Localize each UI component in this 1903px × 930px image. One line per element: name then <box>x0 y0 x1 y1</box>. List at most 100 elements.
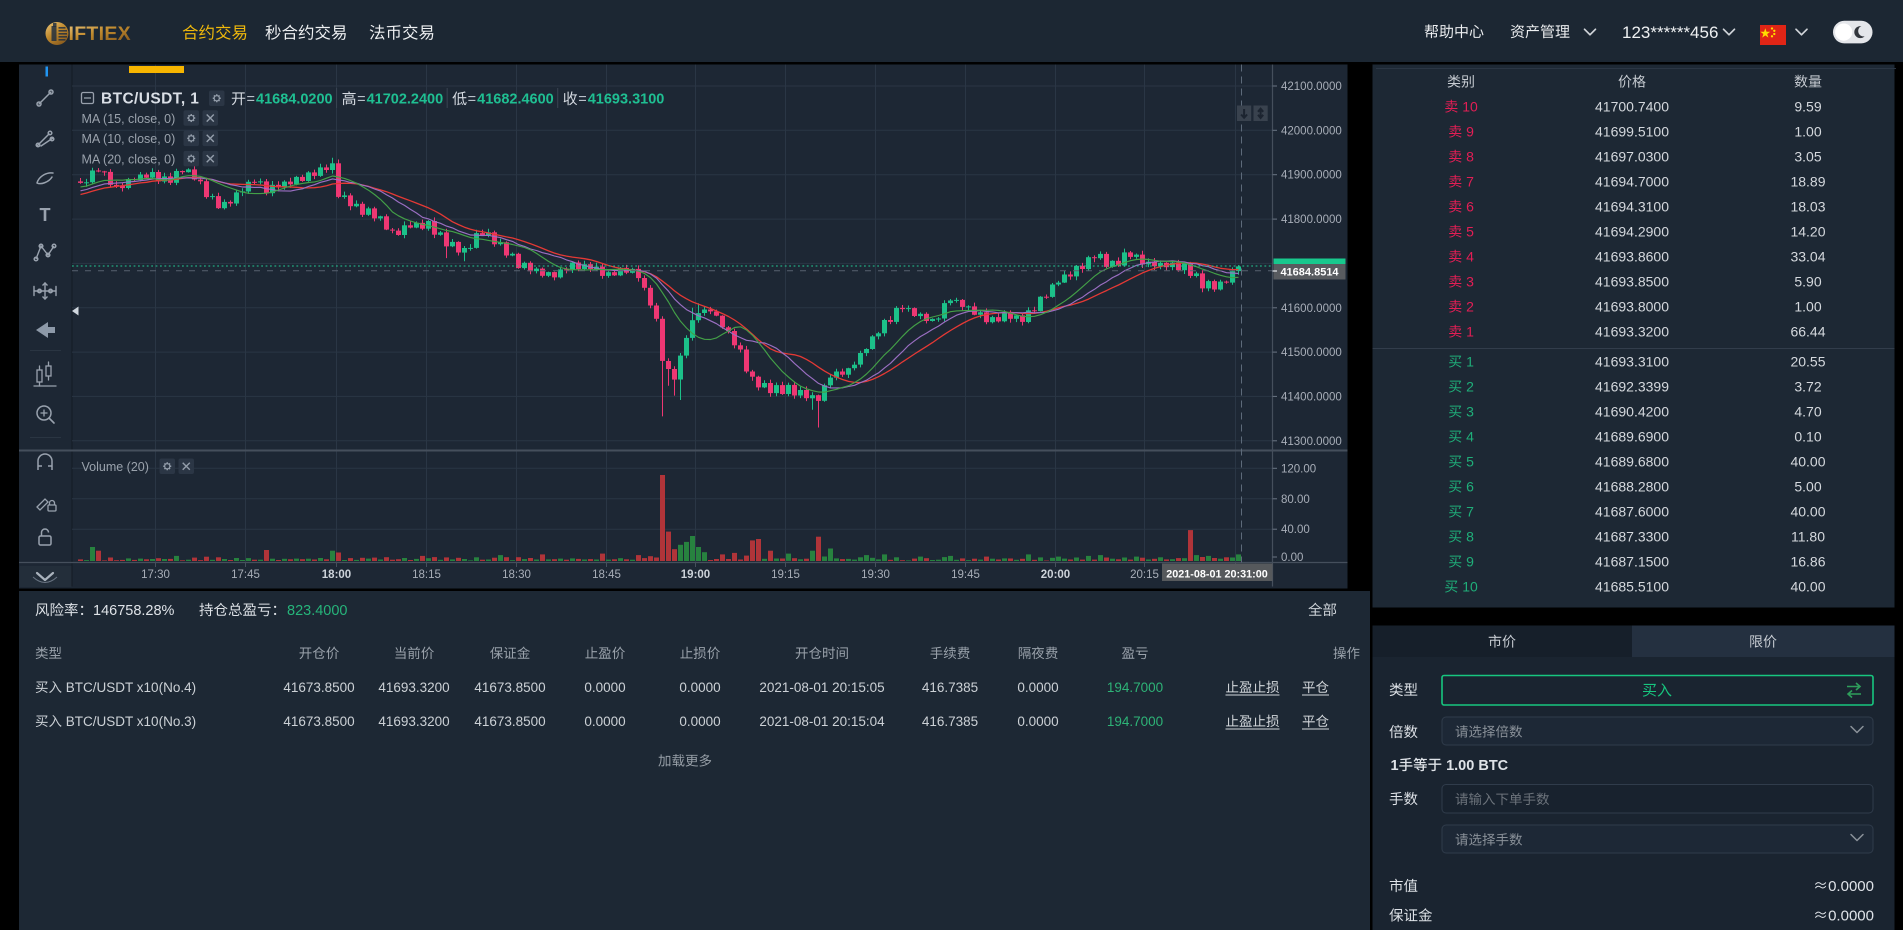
svg-text:80.00: 80.00 <box>1281 494 1310 506</box>
svg-text:3.05: 3.05 <box>1794 149 1821 165</box>
svg-text:8: 8 <box>1466 149 1474 165</box>
svg-text:1.00: 1.00 <box>1794 299 1821 315</box>
svg-text:41694.3100: 41694.3100 <box>1595 199 1669 215</box>
svg-text:40.00: 40.00 <box>1790 454 1825 470</box>
svg-text:41689.6800: 41689.6800 <box>1595 454 1669 470</box>
svg-text:3: 3 <box>1466 404 1474 420</box>
svg-text:0.10: 0.10 <box>1794 429 1821 445</box>
svg-text:19:15: 19:15 <box>771 569 800 581</box>
svg-text:41682.4600: 41682.4600 <box>477 92 554 108</box>
svg-text:0.0000: 0.0000 <box>679 680 720 695</box>
svg-text:1.00 BTC: 1.00 BTC <box>1446 758 1509 774</box>
svg-text:41673.8500: 41673.8500 <box>474 714 545 729</box>
svg-text:4: 4 <box>1466 249 1474 265</box>
svg-text:2021-08-01 20:31:00: 2021-08-01 20:31:00 <box>1166 569 1267 581</box>
svg-text:9.59: 9.59 <box>1794 99 1821 115</box>
svg-text:BTC/USDT, 1: BTC/USDT, 1 <box>101 91 199 108</box>
svg-text:1: 1 <box>1466 354 1474 370</box>
svg-text:18:30: 18:30 <box>502 569 531 581</box>
svg-text:41697.0300: 41697.0300 <box>1595 149 1669 165</box>
svg-text:41685.5100: 41685.5100 <box>1595 579 1669 595</box>
svg-text:18:15: 18:15 <box>412 569 441 581</box>
svg-text:416.7385: 416.7385 <box>922 714 978 729</box>
svg-text:20.55: 20.55 <box>1790 354 1825 370</box>
svg-text:11.80: 11.80 <box>1791 529 1825 545</box>
svg-text:4: 4 <box>1466 429 1474 445</box>
svg-text:T: T <box>40 205 51 225</box>
svg-text:6: 6 <box>1466 199 1474 215</box>
svg-text:41700.7400: 41700.7400 <box>1595 99 1669 115</box>
svg-text:41690.4200: 41690.4200 <box>1595 404 1669 420</box>
svg-text:41800.0000: 41800.0000 <box>1281 214 1342 226</box>
svg-text:8: 8 <box>1466 529 1474 545</box>
svg-text:41693.3200: 41693.3200 <box>1595 324 1669 340</box>
svg-text:194.7000: 194.7000 <box>1107 714 1163 729</box>
svg-text:823.4000: 823.4000 <box>287 603 347 619</box>
svg-text:18.03: 18.03 <box>1790 199 1825 215</box>
svg-text:41694.7000: 41694.7000 <box>1595 174 1669 190</box>
svg-text:3: 3 <box>1466 274 1474 290</box>
svg-text:40.00: 40.00 <box>1790 579 1825 595</box>
svg-text:=: = <box>578 92 586 108</box>
svg-text:416.7385: 416.7385 <box>922 680 978 695</box>
svg-text:7: 7 <box>1466 174 1474 190</box>
svg-text:5: 5 <box>1466 224 1474 240</box>
svg-text:41693.8600: 41693.8600 <box>1595 249 1669 265</box>
svg-text:41693.8500: 41693.8500 <box>1595 274 1669 290</box>
svg-text:0.0000: 0.0000 <box>584 680 625 695</box>
svg-text:0.0000: 0.0000 <box>1828 908 1874 925</box>
svg-text:BTC/USDT x10(No.4): BTC/USDT x10(No.4) <box>66 680 196 695</box>
svg-text:40.00: 40.00 <box>1790 504 1825 520</box>
svg-text:41687.6000: 41687.6000 <box>1595 504 1669 520</box>
svg-text:41693.8000: 41693.8000 <box>1595 299 1669 315</box>
svg-text:0.00: 0.00 <box>1281 552 1303 564</box>
svg-text:7: 7 <box>1466 504 1474 520</box>
svg-text:17:30: 17:30 <box>141 569 170 581</box>
svg-text:MA (10, close, 0): MA (10, close, 0) <box>82 132 176 146</box>
svg-text:41694.2900: 41694.2900 <box>1595 224 1669 240</box>
svg-text:41673.8500: 41673.8500 <box>283 714 354 729</box>
svg-text:41702.2400: 41702.2400 <box>367 92 444 108</box>
svg-text:Volume (20): Volume (20) <box>82 460 149 474</box>
svg-text:0.0000: 0.0000 <box>1017 680 1058 695</box>
svg-text:41684.0200: 41684.0200 <box>256 92 333 108</box>
svg-text:1: 1 <box>1391 758 1399 774</box>
svg-text:0.0000: 0.0000 <box>584 714 625 729</box>
svg-text:6: 6 <box>1466 479 1474 495</box>
svg-text:20:15: 20:15 <box>1130 569 1159 581</box>
svg-text:41673.8500: 41673.8500 <box>474 680 545 695</box>
svg-text:41689.6900: 41689.6900 <box>1595 429 1669 445</box>
svg-text:19:30: 19:30 <box>861 569 890 581</box>
svg-text:33.04: 33.04 <box>1790 249 1825 265</box>
svg-text:0.0000: 0.0000 <box>679 714 720 729</box>
svg-text:MA (20, close, 0): MA (20, close, 0) <box>82 152 176 166</box>
svg-text:41693.3100: 41693.3100 <box>588 92 665 108</box>
svg-text:41300.0000: 41300.0000 <box>1281 436 1342 448</box>
svg-text:16.86: 16.86 <box>1790 554 1825 570</box>
svg-text:0.0000: 0.0000 <box>1828 878 1874 895</box>
svg-text:41684.8514: 41684.8514 <box>1280 267 1339 279</box>
svg-text:10: 10 <box>1462 579 1478 595</box>
svg-text:=: = <box>468 92 476 108</box>
svg-text:41693.3200: 41693.3200 <box>378 714 449 729</box>
svg-text:19:45: 19:45 <box>951 569 980 581</box>
svg-text:18.89: 18.89 <box>1790 174 1825 190</box>
svg-text:3.72: 3.72 <box>1794 379 1821 395</box>
svg-text:1: 1 <box>1466 324 1474 340</box>
svg-text:MA (15, close, 0): MA (15, close, 0) <box>82 112 176 126</box>
svg-text:14.20: 14.20 <box>1790 224 1825 240</box>
svg-text:42000.0000: 42000.0000 <box>1281 125 1342 137</box>
svg-text:2: 2 <box>1466 379 1474 395</box>
svg-text:42100.0000: 42100.0000 <box>1281 81 1342 93</box>
svg-text:41688.2800: 41688.2800 <box>1595 479 1669 495</box>
svg-text:=: = <box>357 92 365 108</box>
svg-text:41699.5100: 41699.5100 <box>1595 124 1669 140</box>
svg-text:19:00: 19:00 <box>681 569 710 581</box>
svg-text:5: 5 <box>1466 454 1474 470</box>
svg-text:120.00: 120.00 <box>1281 463 1316 475</box>
svg-text:41900.0000: 41900.0000 <box>1281 170 1342 182</box>
svg-text:41673.8500: 41673.8500 <box>283 680 354 695</box>
svg-text:41693.3100: 41693.3100 <box>1595 354 1669 370</box>
svg-text:=: = <box>247 92 255 108</box>
svg-text:17:45: 17:45 <box>231 569 260 581</box>
